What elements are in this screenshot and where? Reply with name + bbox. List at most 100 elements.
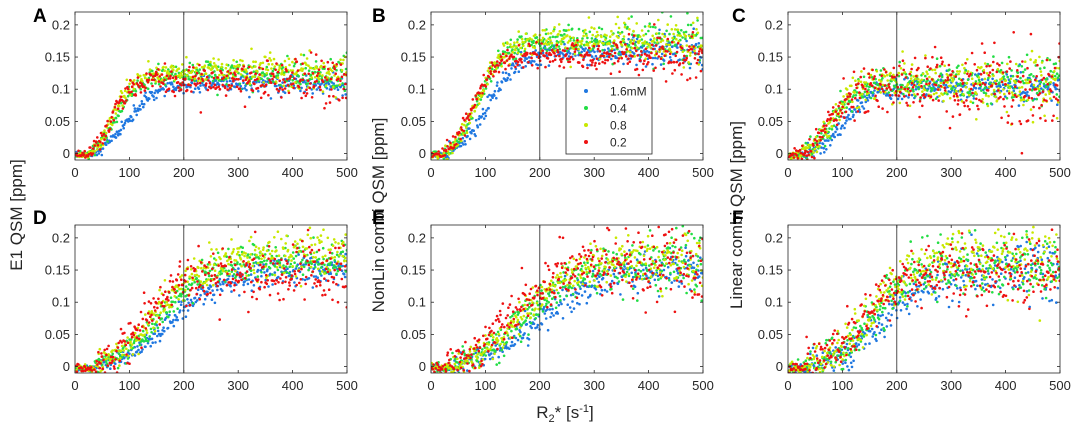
data-point xyxy=(274,65,277,68)
data-point xyxy=(181,63,184,66)
data-point xyxy=(497,64,500,67)
data-point xyxy=(150,74,153,77)
data-point xyxy=(187,302,190,305)
data-point xyxy=(283,73,286,76)
data-point xyxy=(307,82,310,85)
data-point xyxy=(103,129,106,132)
data-point xyxy=(676,46,679,49)
xlabel-base: R xyxy=(536,403,548,422)
data-point xyxy=(189,62,192,65)
data-point xyxy=(970,88,973,91)
data-point xyxy=(274,83,277,86)
data-point xyxy=(180,303,183,306)
data-point xyxy=(199,84,202,87)
data-point xyxy=(229,87,232,90)
data-point xyxy=(1046,59,1049,62)
data-point xyxy=(269,51,272,54)
data-point xyxy=(100,132,103,135)
data-point xyxy=(946,81,949,84)
y-tick-label: 0.05 xyxy=(758,114,783,129)
data-point xyxy=(653,23,656,26)
data-point xyxy=(863,76,866,79)
data-point xyxy=(169,75,172,78)
data-point xyxy=(304,67,307,70)
data-point xyxy=(277,276,280,279)
data-point xyxy=(1032,106,1035,109)
data-point xyxy=(908,73,911,76)
data-point xyxy=(262,81,265,84)
data-point xyxy=(174,301,177,304)
panel-letter-c: C xyxy=(732,6,746,27)
data-point xyxy=(341,76,344,79)
data-point xyxy=(1008,67,1011,70)
data-point xyxy=(833,136,836,139)
data-point xyxy=(862,96,865,99)
data-point xyxy=(509,43,512,46)
data-point xyxy=(506,42,509,45)
data-point xyxy=(137,349,140,352)
data-point xyxy=(516,38,519,41)
data-point xyxy=(902,59,905,62)
data-point xyxy=(1009,80,1012,83)
data-point xyxy=(454,136,457,139)
data-point xyxy=(492,64,495,67)
data-point xyxy=(194,75,197,78)
data-point xyxy=(903,62,906,65)
data-point xyxy=(136,345,139,348)
data-point xyxy=(828,135,831,138)
data-point xyxy=(572,58,575,61)
data-point xyxy=(599,50,602,53)
data-point xyxy=(101,142,104,145)
data-point xyxy=(633,47,636,50)
data-point xyxy=(140,350,143,353)
data-point xyxy=(513,41,516,44)
data-point xyxy=(176,307,179,310)
data-point xyxy=(238,254,241,257)
data-point xyxy=(991,84,994,87)
data-point xyxy=(275,85,278,88)
data-point xyxy=(622,63,625,66)
data-point xyxy=(996,71,999,74)
data-point xyxy=(444,144,447,147)
data-point xyxy=(851,101,854,104)
data-point xyxy=(230,84,233,87)
data-point xyxy=(185,315,188,318)
data-point xyxy=(133,104,136,107)
data-point xyxy=(851,98,854,101)
data-point xyxy=(955,90,958,93)
data-point xyxy=(877,88,880,91)
data-point xyxy=(957,65,960,68)
data-point xyxy=(581,40,584,43)
data-point xyxy=(654,57,657,60)
data-point xyxy=(168,88,171,91)
data-point xyxy=(93,144,96,147)
data-point xyxy=(202,303,205,306)
data-point xyxy=(577,48,580,51)
data-point xyxy=(897,94,900,97)
data-point xyxy=(320,266,323,269)
data-point xyxy=(975,93,978,96)
data-point xyxy=(629,60,632,63)
data-point xyxy=(464,143,467,146)
data-point xyxy=(441,147,444,150)
data-point xyxy=(291,61,294,64)
data-point xyxy=(141,83,144,86)
data-point xyxy=(154,333,157,336)
data-point xyxy=(248,79,251,82)
data-point xyxy=(523,59,526,62)
data-point xyxy=(1054,75,1057,78)
data-point xyxy=(852,106,855,109)
data-point xyxy=(1024,68,1027,71)
data-point xyxy=(617,36,620,39)
data-point xyxy=(648,44,651,47)
data-point xyxy=(943,65,946,68)
data-point xyxy=(999,96,1002,99)
data-point xyxy=(563,66,566,69)
data-point xyxy=(112,110,115,113)
data-point xyxy=(1030,108,1033,111)
data-point xyxy=(463,119,466,122)
data-point xyxy=(270,97,273,100)
data-point xyxy=(688,35,691,38)
data-point xyxy=(912,101,915,104)
data-point xyxy=(857,110,860,113)
